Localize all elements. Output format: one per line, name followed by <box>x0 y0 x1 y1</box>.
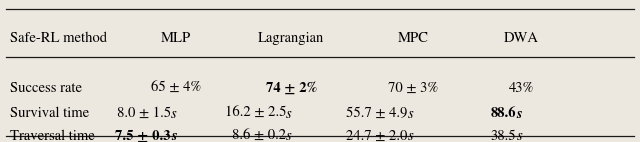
Text: Survival time: Survival time <box>10 107 89 120</box>
Text: 70 ± 3%: 70 ± 3% <box>388 81 438 95</box>
Text: 74 ± 2%: 74 ± 2% <box>266 82 317 95</box>
Text: 88.6: 88.6 <box>491 107 516 120</box>
Text: s: s <box>516 129 522 142</box>
Text: Lagrangian: Lagrangian <box>258 32 324 45</box>
Text: s: s <box>408 129 413 142</box>
Text: s: s <box>286 106 292 121</box>
Text: s: s <box>286 129 292 142</box>
Text: Traversal time: Traversal time <box>10 130 94 142</box>
Text: s: s <box>408 106 413 121</box>
Text: 24.7 ± 2.0: 24.7 ± 2.0 <box>346 130 408 142</box>
Text: 65 ± 4%: 65 ± 4% <box>151 81 201 95</box>
Text: Safe-RL method: Safe-RL method <box>10 32 107 45</box>
Text: MPC: MPC <box>397 32 428 45</box>
Text: 16.2 ± 2.5: 16.2 ± 2.5 <box>225 107 286 120</box>
Text: 8.0 ± 1.5: 8.0 ± 1.5 <box>116 107 171 120</box>
Text: 38.5: 38.5 <box>491 130 516 142</box>
Text: s: s <box>171 129 177 142</box>
Text: MLP: MLP <box>161 32 191 45</box>
Text: s: s <box>171 106 177 121</box>
Text: 55.7 ± 4.9: 55.7 ± 4.9 <box>346 107 408 120</box>
Text: s: s <box>516 107 522 121</box>
Text: DWA: DWA <box>504 32 539 45</box>
Text: 8.6 ± 0.2: 8.6 ± 0.2 <box>232 130 286 142</box>
Text: 7.5 ± 0.3: 7.5 ± 0.3 <box>115 130 171 142</box>
Text: 43%: 43% <box>509 81 534 95</box>
Text: Success rate: Success rate <box>10 81 82 95</box>
